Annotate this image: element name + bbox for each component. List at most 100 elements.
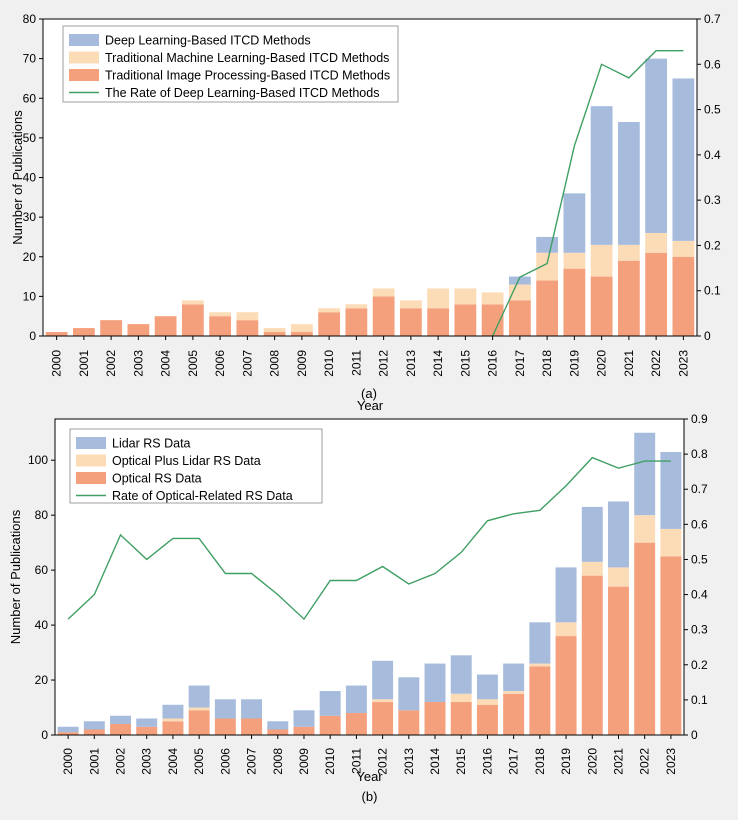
bar-traditional-ip-2012	[372, 296, 395, 336]
chart-b: 0 20 40 60 80 100 0 0.1 0.2 0.3 0.4 0.5 0.6 0.7 0.8 0.9…	[8, 412, 708, 804]
figure-caption: (a)	[361, 386, 377, 401]
bar-optical-2016	[476, 704, 498, 735]
bar-lidar-2007	[241, 699, 263, 719]
bar-deep-learning-2019	[563, 193, 586, 253]
x-tick-label: 2017	[507, 748, 521, 775]
legend-label: Deep Learning-Based ITCD Methods	[105, 34, 311, 48]
bar-traditional-ml-2008	[263, 328, 286, 333]
x-tick-label: 2000	[61, 748, 75, 775]
x-tick-label: 2007	[245, 748, 259, 775]
bar-deep-learning-2020	[590, 106, 613, 245]
bar-traditional-ml-2014	[427, 288, 450, 309]
bar-traditional-ml-2007	[236, 312, 259, 321]
x-tick-label: 2015	[458, 350, 472, 377]
x-tick-label: 2010	[322, 350, 336, 377]
bar-optical-2018	[529, 666, 551, 735]
bar-optical-2023	[660, 556, 682, 735]
bar-traditional-ml-2009	[290, 324, 313, 333]
legend-box	[62, 25, 399, 103]
x-tick-label: 2003	[140, 748, 154, 775]
legend-label: Traditional Image Processing-Based ITCD …	[105, 69, 390, 83]
bar-optical-2008	[267, 729, 289, 735]
bar-traditional-ml-2011	[345, 304, 368, 309]
bar-optical-2022	[634, 542, 656, 735]
x-tick-label: 2008	[271, 748, 285, 775]
bar-optical-2019	[555, 636, 577, 735]
bar-traditional-ml-2005	[181, 300, 204, 305]
bar-lidar-2004	[162, 704, 184, 719]
x-tick-label: 2012	[377, 350, 391, 377]
bar-optical-plus-lidar-2012	[372, 699, 394, 703]
bar-traditional-ml-2006	[209, 312, 232, 317]
bar-lidar-2001	[83, 721, 105, 730]
legend-label: Lidar RS Data	[112, 437, 191, 451]
bar-lidar-2021	[607, 501, 629, 568]
y2-tick-label: 0.8	[691, 447, 708, 461]
y-tick-label: 100	[28, 453, 48, 467]
bar-optical-2006	[214, 718, 236, 735]
bar-lidar-2003	[136, 718, 158, 727]
x-tick-label: 2014	[431, 350, 445, 377]
bar-traditional-ip-2003	[127, 324, 150, 336]
bar-traditional-ip-2017	[508, 300, 531, 336]
bar-traditional-ml-2015	[454, 288, 477, 305]
y-tick-label: 0	[41, 728, 48, 742]
x-tick-label: 2023	[664, 748, 678, 775]
y-tick-label: 60	[35, 563, 49, 577]
bar-optical-2001	[83, 729, 105, 735]
bar-lidar-2005	[188, 685, 210, 708]
bar-lidar-2008	[267, 721, 289, 730]
bar-lidar-2019	[555, 567, 577, 623]
bar-lidar-2006	[214, 699, 236, 719]
legend-label: Rate of Optical-Related RS Data	[112, 489, 293, 503]
bar-traditional-ip-2006	[209, 316, 232, 336]
bar-optical-plus-lidar-2022	[634, 515, 656, 543]
legend-label: The Rate of Deep Learning-Based ITCD Met…	[105, 86, 379, 100]
bar-traditional-ip-2019	[563, 268, 586, 336]
bar-traditional-ml-2010	[318, 308, 341, 313]
bar-traditional-ml-2022	[645, 232, 668, 253]
bar-optical-2004	[162, 721, 184, 735]
y-tick-label: 60	[23, 91, 37, 105]
bar-traditional-ml-2013	[399, 300, 422, 309]
y2-tick-label: 0.9	[691, 412, 708, 426]
bar-optical-2012	[372, 702, 394, 735]
y2-tick-label: 0	[704, 329, 711, 343]
bar-lidar-2016	[476, 674, 498, 700]
legend-swatch	[69, 51, 99, 64]
bar-optical-2021	[607, 586, 629, 735]
bar-optical-plus-lidar-2021	[607, 567, 629, 587]
bar-optical-plus-lidar-2020	[581, 561, 603, 576]
x-tick-label: 2011	[349, 748, 363, 774]
legend-swatch	[69, 34, 99, 46]
bar-optical-2017	[503, 693, 525, 735]
bar-optical-2003	[136, 726, 158, 735]
x-tick-label: 2008	[268, 350, 282, 377]
legend-swatch	[76, 472, 106, 484]
bar-traditional-ml-2016	[481, 292, 504, 305]
bar-traditional-ip-2021	[617, 260, 640, 336]
y2-tick-label: 0.2	[691, 658, 708, 672]
bar-optical-plus-lidar-2017	[503, 691, 525, 694]
bar-traditional-ml-2018	[536, 252, 559, 281]
bar-traditional-ip-2020	[590, 276, 613, 336]
bar-traditional-ml-2019	[563, 252, 586, 269]
bar-traditional-ml-2021	[617, 244, 640, 261]
x-tick-label: 2019	[559, 748, 573, 775]
x-tick-label: 2019	[567, 350, 581, 377]
x-tick-label: 2005	[186, 350, 200, 377]
x-tick-label: 2016	[486, 350, 500, 377]
x-tick-label: 2013	[404, 350, 418, 377]
bar-traditional-ml-2023	[672, 240, 695, 257]
y-tick-label: 80	[23, 12, 37, 26]
y2-tick-label: 0.3	[691, 623, 708, 637]
bar-traditional-ip-2008	[263, 332, 286, 336]
bar-lidar-2011	[345, 685, 367, 714]
bar-traditional-ml-2020	[590, 244, 613, 277]
x-tick-label: 2022	[649, 350, 663, 377]
bar-traditional-ip-2013	[399, 308, 422, 336]
y-tick-label: 70	[23, 52, 37, 66]
x-tick-label: 2021	[611, 748, 625, 775]
x-tick-label: 2020	[585, 748, 599, 775]
